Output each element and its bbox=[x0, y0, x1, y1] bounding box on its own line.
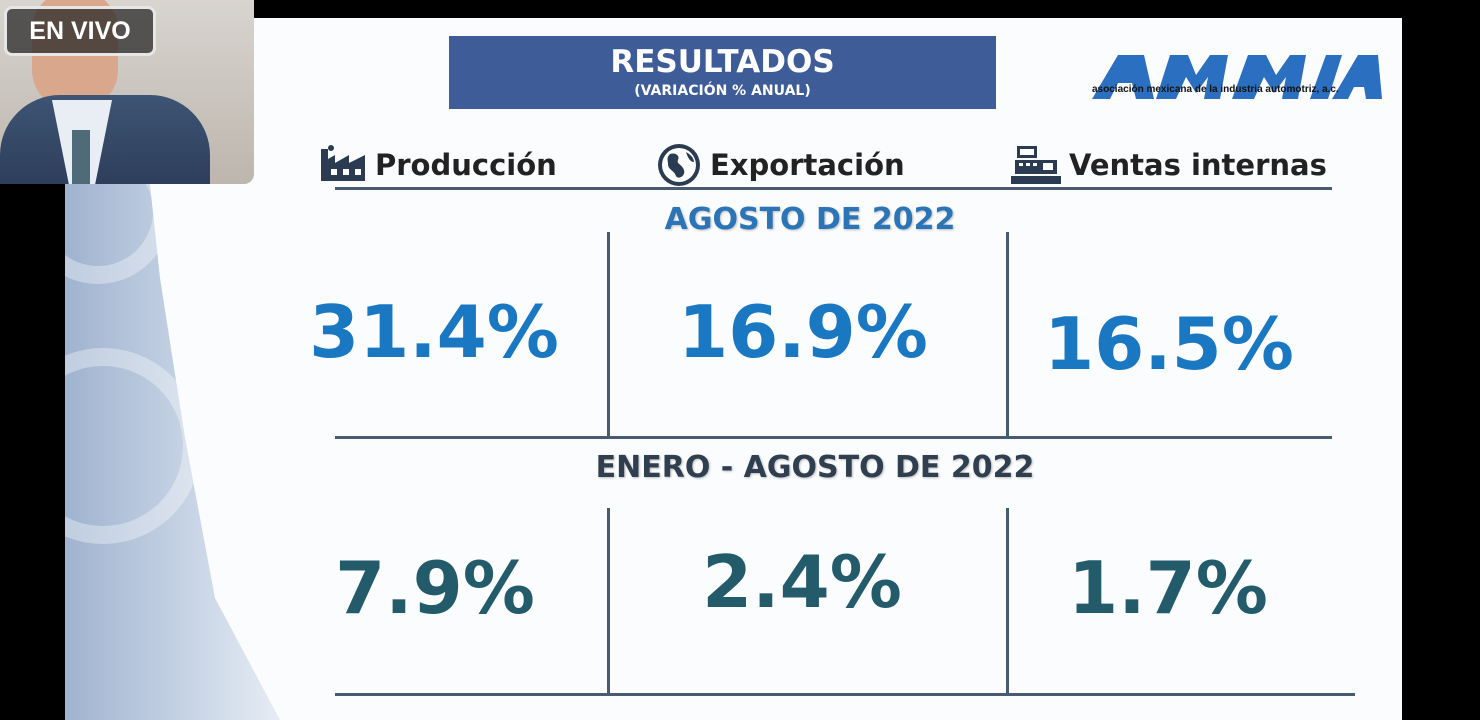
value-produccion-acumulado: 7.9% bbox=[335, 546, 535, 630]
divider-middle bbox=[335, 436, 1332, 439]
value-produccion-agosto: 31.4% bbox=[309, 290, 559, 374]
column-divider bbox=[607, 508, 610, 694]
period-label-agosto: AGOSTO DE 2022 bbox=[664, 202, 956, 237]
live-badge: EN VIVO bbox=[4, 6, 156, 56]
column-divider bbox=[1006, 232, 1009, 438]
cash-register-icon bbox=[1011, 146, 1061, 184]
category-produccion: Producción bbox=[319, 140, 557, 190]
title-sub: (VARIACIÓN % ANUAL) bbox=[634, 83, 811, 99]
category-exportacion: Exportación bbox=[656, 140, 905, 190]
category-label: Exportación bbox=[710, 148, 905, 182]
divider-top bbox=[335, 187, 1332, 190]
category-label: Ventas internas bbox=[1069, 148, 1327, 182]
column-divider bbox=[607, 232, 610, 438]
presenter-tie bbox=[72, 130, 90, 184]
category-ventas-internas: Ventas internas bbox=[1011, 140, 1327, 190]
column-divider bbox=[1006, 508, 1009, 694]
value-exportacion-agosto: 16.9% bbox=[678, 290, 928, 374]
webcam-overlay: EN VIVO bbox=[0, 0, 254, 184]
logo-tagline: asociación mexicana de la industria auto… bbox=[1092, 84, 1339, 95]
amia-logo bbox=[1092, 55, 1382, 99]
value-exportacion-acumulado: 2.4% bbox=[702, 540, 902, 624]
factory-icon bbox=[321, 145, 365, 181]
value-ventas-agosto: 16.5% bbox=[1044, 302, 1294, 386]
category-label: Producción bbox=[375, 148, 557, 182]
divider-bottom bbox=[335, 693, 1355, 696]
title-main: RESULTADOS bbox=[610, 44, 835, 80]
presentation-slide: RESULTADOS (VARIACIÓN % ANUAL) asociació… bbox=[65, 18, 1402, 720]
period-label-enero-agosto: ENERO - AGOSTO DE 2022 bbox=[595, 450, 1035, 485]
globe-icon bbox=[658, 144, 700, 186]
title-banner: RESULTADOS (VARIACIÓN % ANUAL) bbox=[449, 36, 996, 109]
value-ventas-acumulado: 1.7% bbox=[1068, 546, 1268, 630]
